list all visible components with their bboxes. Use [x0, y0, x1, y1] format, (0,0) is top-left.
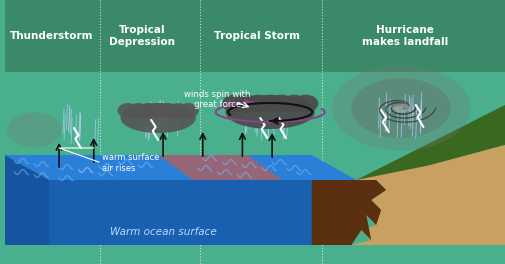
Bar: [5, 0, 505, 72]
Ellipse shape: [121, 103, 196, 133]
Polygon shape: [5, 155, 357, 180]
Ellipse shape: [222, 95, 247, 112]
Ellipse shape: [137, 103, 159, 118]
Ellipse shape: [128, 103, 148, 118]
Ellipse shape: [246, 95, 271, 112]
Ellipse shape: [158, 103, 179, 118]
Text: Thunderstorm: Thunderstorm: [11, 31, 94, 41]
Ellipse shape: [332, 65, 470, 150]
Ellipse shape: [293, 95, 318, 112]
Ellipse shape: [7, 112, 62, 148]
Ellipse shape: [168, 103, 189, 118]
Polygon shape: [5, 180, 312, 245]
Text: Tropical Storm: Tropical Storm: [214, 31, 300, 41]
Text: Warm ocean surface: Warm ocean surface: [110, 227, 217, 237]
Ellipse shape: [178, 103, 199, 118]
Ellipse shape: [281, 95, 307, 112]
Ellipse shape: [392, 103, 410, 112]
Polygon shape: [312, 105, 505, 180]
Ellipse shape: [234, 95, 259, 112]
Ellipse shape: [258, 95, 283, 112]
Ellipse shape: [351, 78, 450, 138]
Ellipse shape: [118, 103, 138, 118]
Polygon shape: [158, 155, 282, 180]
Polygon shape: [312, 145, 505, 245]
Text: Hurricane
makes landfall: Hurricane makes landfall: [362, 25, 448, 47]
Ellipse shape: [270, 95, 294, 112]
Text: Tropical
Depression: Tropical Depression: [109, 25, 175, 47]
Text: winds spin with
great force: winds spin with great force: [184, 90, 251, 109]
Text: warm surface
air rises: warm surface air rises: [102, 153, 159, 173]
Polygon shape: [312, 180, 386, 245]
Polygon shape: [5, 155, 49, 245]
Ellipse shape: [147, 103, 169, 118]
Ellipse shape: [226, 95, 315, 129]
